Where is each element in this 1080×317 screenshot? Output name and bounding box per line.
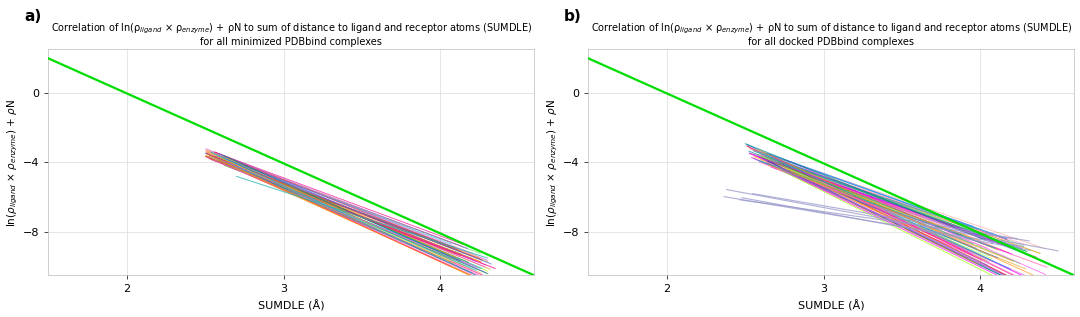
Title: Correlation of ln(ρ$_{ligand}$ × ρ$_{enzyme}$) + ρN to sum of distance to ligand: Correlation of ln(ρ$_{ligand}$ × ρ$_{enz… (591, 21, 1072, 47)
Text: b): b) (564, 9, 582, 24)
X-axis label: SUMDLE (Å): SUMDLE (Å) (258, 300, 325, 311)
Y-axis label: ln($\rho_{ligand}$ × $\rho_{enzyme}$) + $\rho$N: ln($\rho_{ligand}$ × $\rho_{enzyme}$) + … (545, 98, 559, 227)
Text: a): a) (24, 9, 41, 24)
Title: Correlation of ln(ρ$_{ligand}$ × ρ$_{enzyme}$) + ρN to sum of distance to ligand: Correlation of ln(ρ$_{ligand}$ × ρ$_{enz… (51, 21, 532, 47)
Y-axis label: ln($\rho_{ligand}$ × $\rho_{enzyme}$) + $\rho$N: ln($\rho_{ligand}$ × $\rho_{enzyme}$) + … (5, 98, 19, 227)
X-axis label: SUMDLE (Å): SUMDLE (Å) (798, 300, 865, 311)
